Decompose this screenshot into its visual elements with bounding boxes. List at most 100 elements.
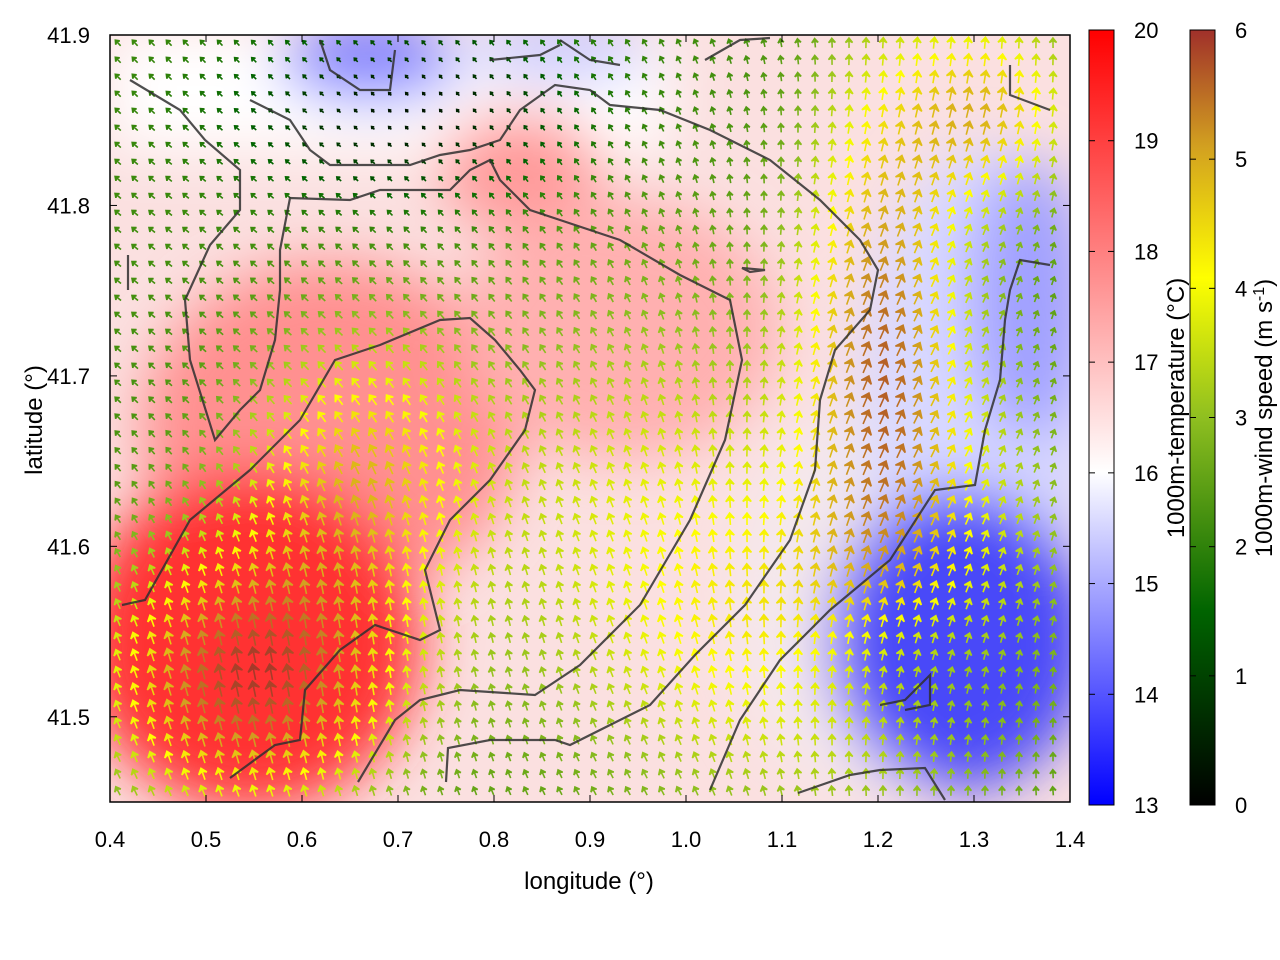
- wind-arrow: [198, 513, 207, 524]
- wind-arrow: [131, 124, 139, 132]
- wind-arrow: [318, 192, 326, 199]
- wind-arrow: [555, 717, 564, 728]
- wind-arrow: [775, 613, 787, 628]
- wind-arrow: [759, 699, 769, 712]
- wind-arrow: [726, 224, 734, 235]
- wind-arrow: [420, 260, 428, 268]
- wind-arrow: [895, 528, 906, 543]
- wind-arrow: [640, 292, 649, 303]
- wind-arrow: [861, 665, 871, 678]
- wind-arrow: [996, 69, 1008, 84]
- wind-arrow: [453, 529, 463, 542]
- wind-arrow: [998, 275, 1007, 286]
- wind-arrow: [624, 38, 631, 47]
- y-axis-label: latitude (°): [21, 365, 48, 475]
- wind-arrow: [163, 750, 174, 763]
- wind-arrow: [181, 345, 190, 353]
- wind-arrow: [657, 461, 667, 474]
- wind-arrow: [334, 260, 343, 268]
- wind-arrow: [709, 38, 716, 47]
- wind-arrow: [350, 528, 362, 543]
- wind-arrow: [590, 276, 598, 286]
- wind-arrow: [946, 461, 957, 475]
- wind-arrow: [1032, 513, 1041, 524]
- wind-arrow: [285, 108, 291, 114]
- wind-arrow: [487, 495, 496, 508]
- wind-arrow: [641, 785, 649, 796]
- wind-arrow: [521, 529, 530, 542]
- wind-arrow: [420, 293, 428, 302]
- wind-arrow: [555, 411, 564, 422]
- wind-arrow: [214, 612, 226, 629]
- wind-arrow: [640, 427, 649, 440]
- wind-arrow: [454, 226, 462, 234]
- wind-arrow: [505, 310, 513, 320]
- wind-arrow: [333, 663, 345, 680]
- wind-arrow: [810, 138, 820, 151]
- wind-arrow: [929, 308, 940, 322]
- wind-arrow: [165, 141, 173, 149]
- wind-arrow: [131, 530, 139, 541]
- wind-arrow: [538, 462, 547, 474]
- wind-arrow: [572, 445, 581, 457]
- wind-arrow: [590, 768, 598, 779]
- wind-arrow: [233, 73, 240, 80]
- wind-arrow: [401, 579, 412, 594]
- wind-arrow: [165, 396, 173, 404]
- wind-arrow: [350, 443, 361, 458]
- wind-arrow: [793, 409, 804, 423]
- wind-arrow: [640, 360, 649, 371]
- wind-arrow: [860, 391, 873, 408]
- wind-arrow: [539, 768, 547, 779]
- wind-arrow: [299, 461, 310, 474]
- wind-arrow: [742, 477, 752, 491]
- wind-arrow: [860, 459, 873, 476]
- wind-arrow: [895, 137, 906, 152]
- wind-arrow: [351, 360, 361, 371]
- wind-arrow: [947, 257, 956, 270]
- wind-arrow: [299, 478, 310, 492]
- wind-arrow: [895, 699, 905, 712]
- wind-arrow: [843, 545, 855, 560]
- wind-arrow: [267, 56, 274, 63]
- wind-arrow: [402, 394, 411, 406]
- wind-arrow: [657, 427, 667, 440]
- wind-arrow: [998, 632, 1007, 643]
- wind-arrow: [214, 732, 226, 747]
- wind-arrow: [437, 209, 444, 217]
- wind-arrow: [742, 767, 751, 780]
- wind-arrow: [572, 580, 581, 593]
- wind-arrow: [538, 649, 547, 661]
- wind-arrow: [555, 394, 564, 405]
- wind-arrow: [860, 545, 872, 561]
- wind-arrow: [878, 53, 888, 66]
- wind-arrow: [878, 154, 889, 169]
- wind-arrow: [163, 715, 174, 730]
- wind-arrow: [997, 154, 1008, 169]
- wind-arrow: [523, 107, 529, 114]
- wind-arrow: [487, 512, 496, 525]
- wind-arrow: [421, 176, 427, 182]
- wind-arrow: [302, 108, 308, 114]
- wind-arrow: [962, 120, 974, 135]
- wind-arrow: [792, 596, 804, 611]
- wind-arrow: [419, 699, 429, 712]
- wind-arrow: [198, 362, 207, 370]
- wind-arrow: [912, 767, 922, 779]
- wind-arrow: [146, 715, 157, 730]
- wind-arrow: [336, 91, 342, 97]
- wind-arrow: [1032, 547, 1041, 559]
- temperature-colorbar-tick-label: 17: [1134, 350, 1158, 375]
- wind-arrow: [725, 376, 735, 389]
- wind-arrow: [810, 750, 820, 763]
- wind-arrow: [213, 714, 226, 731]
- wind-arrow: [233, 124, 240, 131]
- wind-arrow: [335, 192, 342, 199]
- wind-arrow: [810, 324, 821, 339]
- wind-arrow: [981, 223, 990, 236]
- wind-arrow: [488, 242, 496, 251]
- wind-arrow: [895, 579, 906, 594]
- wind-arrow: [523, 56, 529, 63]
- wind-arrow: [350, 613, 362, 628]
- wind-arrow: [1014, 172, 1024, 185]
